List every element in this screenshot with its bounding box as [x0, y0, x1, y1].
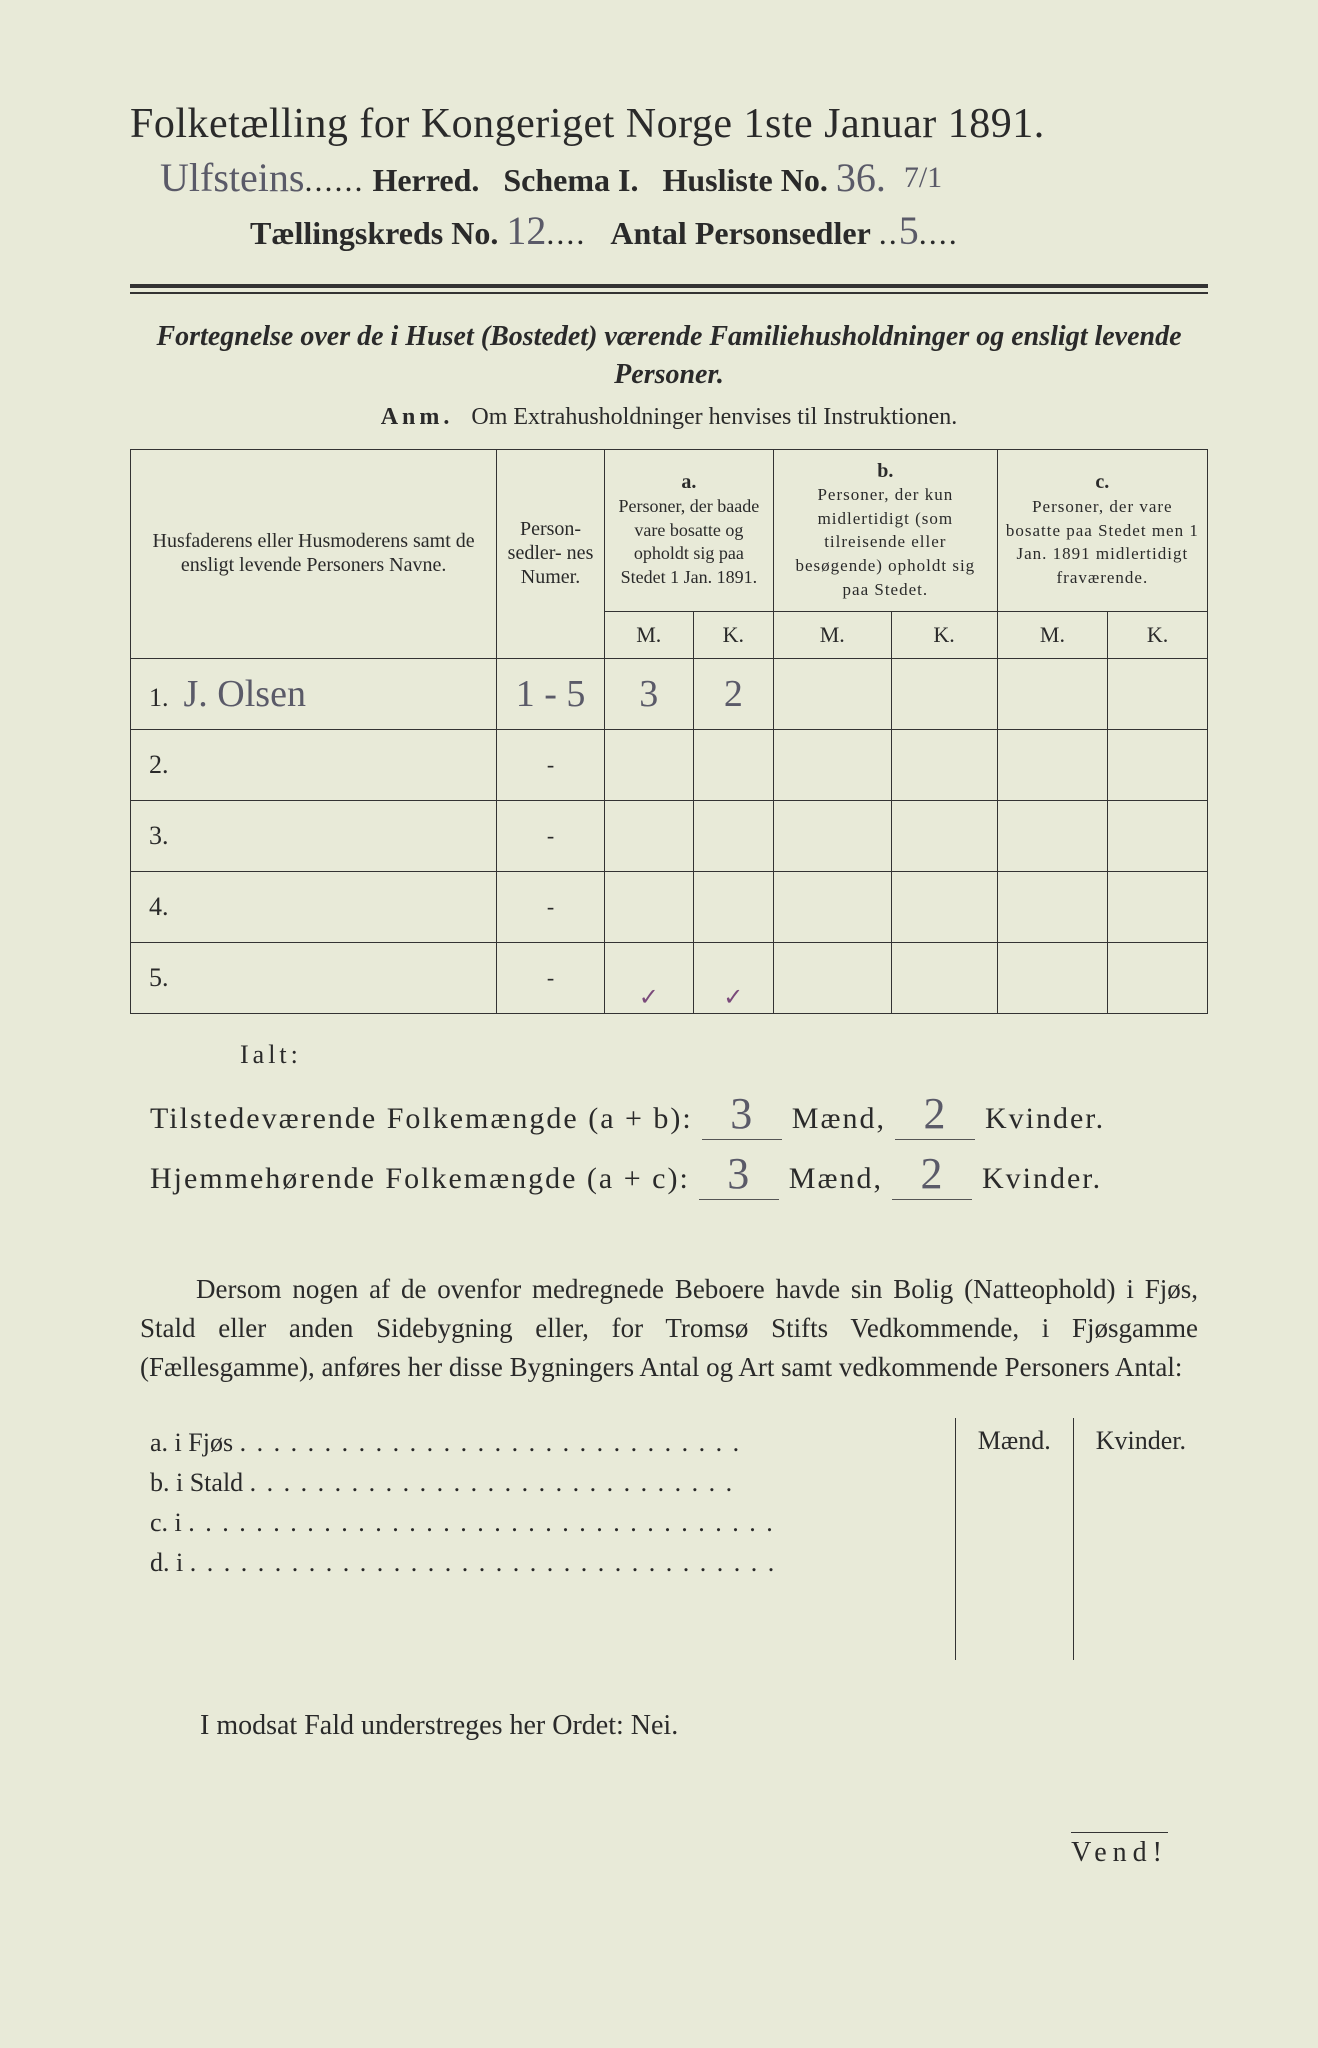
th-a: a. Personer, der baade vare bosatte og o…	[604, 449, 773, 612]
horizontal-rule	[130, 284, 1208, 294]
sum1-k-hand: 2	[923, 1088, 947, 1139]
label-schema: Schema I.	[503, 162, 638, 198]
husliste-no-handwritten: 36.	[836, 154, 886, 201]
page-title: Folketælling for Kongeriget Norge 1ste J…	[130, 100, 1208, 148]
sum1-m-hand: 3	[730, 1088, 754, 1139]
line-herred: Ulfsteins...... Herred. Schema I. Huslis…	[160, 154, 1208, 201]
intro-text: Fortegnelse over de i Huset (Bostedet) v…	[150, 318, 1188, 394]
anm-line: Anm. Om Extrahusholdninger henvises til …	[130, 404, 1208, 431]
label-herred: Herred.	[372, 162, 479, 198]
side-th-kvinder: Kvinder.	[1073, 1418, 1208, 1464]
th-a-m: M.	[604, 612, 693, 659]
outbuilding-section: a. i Fjøs . . . . . . . . . . . . . . . …	[150, 1418, 1208, 1660]
table-row: 5. - ✓ ✓	[131, 943, 1208, 1014]
row1-name-hand: J. Olsen	[184, 673, 306, 715]
th-c-m: M.	[997, 612, 1107, 659]
th-c-k: K.	[1108, 612, 1208, 659]
side-th-maend: Mænd.	[955, 1418, 1073, 1464]
maend-kvinder-table: Mænd. Kvinder.	[955, 1418, 1208, 1660]
antal-handwritten: 5	[899, 207, 919, 254]
label-antal: Antal Personsedler	[610, 215, 870, 251]
th-b: b. Personer, der kun midlertidigt (som t…	[773, 449, 997, 612]
anm-label: Anm.	[381, 404, 454, 430]
label-husliste: Husliste No.	[662, 162, 827, 198]
th-numer: Person- sedler- nes Numer.	[497, 449, 605, 659]
household-table: Husfaderens eller Husmoderens samt de en…	[130, 449, 1208, 1015]
tkreds-no-handwritten: 12	[506, 207, 546, 254]
row-d: d. i . . . . . . . . . . . . . . . . . .…	[150, 1548, 955, 1578]
label-tkreds: Tællingskreds No.	[250, 215, 498, 251]
census-form: Folketælling for Kongeriget Norge 1ste J…	[0, 0, 1318, 1802]
table-row: 4. -	[131, 872, 1208, 943]
th-b-m: M.	[773, 612, 891, 659]
line-kreds: Tællingskreds No. 12.... Antal Personsed…	[250, 207, 1208, 254]
outbuilding-list: a. i Fjøs . . . . . . . . . . . . . . . …	[150, 1418, 955, 1660]
sum2-m-hand: 3	[727, 1148, 751, 1199]
row-c: c. i . . . . . . . . . . . . . . . . . .…	[150, 1508, 955, 1538]
th-b-k: K.	[891, 612, 997, 659]
sum2-k-hand: 2	[920, 1148, 944, 1199]
anm-text: Om Extrahusholdninger henvises til Instr…	[471, 404, 957, 430]
husliste-fraction-handwritten: 7/1	[904, 161, 942, 195]
outbuilding-paragraph: Dersom nogen af de ovenfor medregnede Be…	[140, 1270, 1198, 1387]
row-a: a. i Fjøs . . . . . . . . . . . . . . . …	[150, 1428, 955, 1458]
th-a-k: K.	[693, 612, 773, 659]
modsat-line: I modsat Fald understreges her Ordet: Ne…	[200, 1710, 1208, 1742]
row-b: b. i Stald . . . . . . . . . . . . . . .…	[150, 1468, 955, 1498]
th-c: c. Personer, der vare bosatte paa Stedet…	[997, 449, 1207, 612]
dots: ......	[304, 162, 364, 198]
sum-present: Tilstedeværende Folkemængde (a + b): 3 M…	[150, 1088, 1208, 1140]
sum-resident: Hjemmehørende Folkemængde (a + c): 3 Mæn…	[150, 1148, 1208, 1200]
table-row: 2. -	[131, 730, 1208, 801]
herred-name-handwritten: Ulfsteins	[160, 154, 304, 201]
th-name: Husfaderens eller Husmoderens samt de en…	[131, 449, 497, 659]
ialt-label: Ialt:	[240, 1040, 1208, 1070]
table-row: 1. J. Olsen 1 - 5 3 2	[131, 659, 1208, 730]
vend-label: Vend!	[1071, 1832, 1168, 1869]
table-row: 3. -	[131, 801, 1208, 872]
